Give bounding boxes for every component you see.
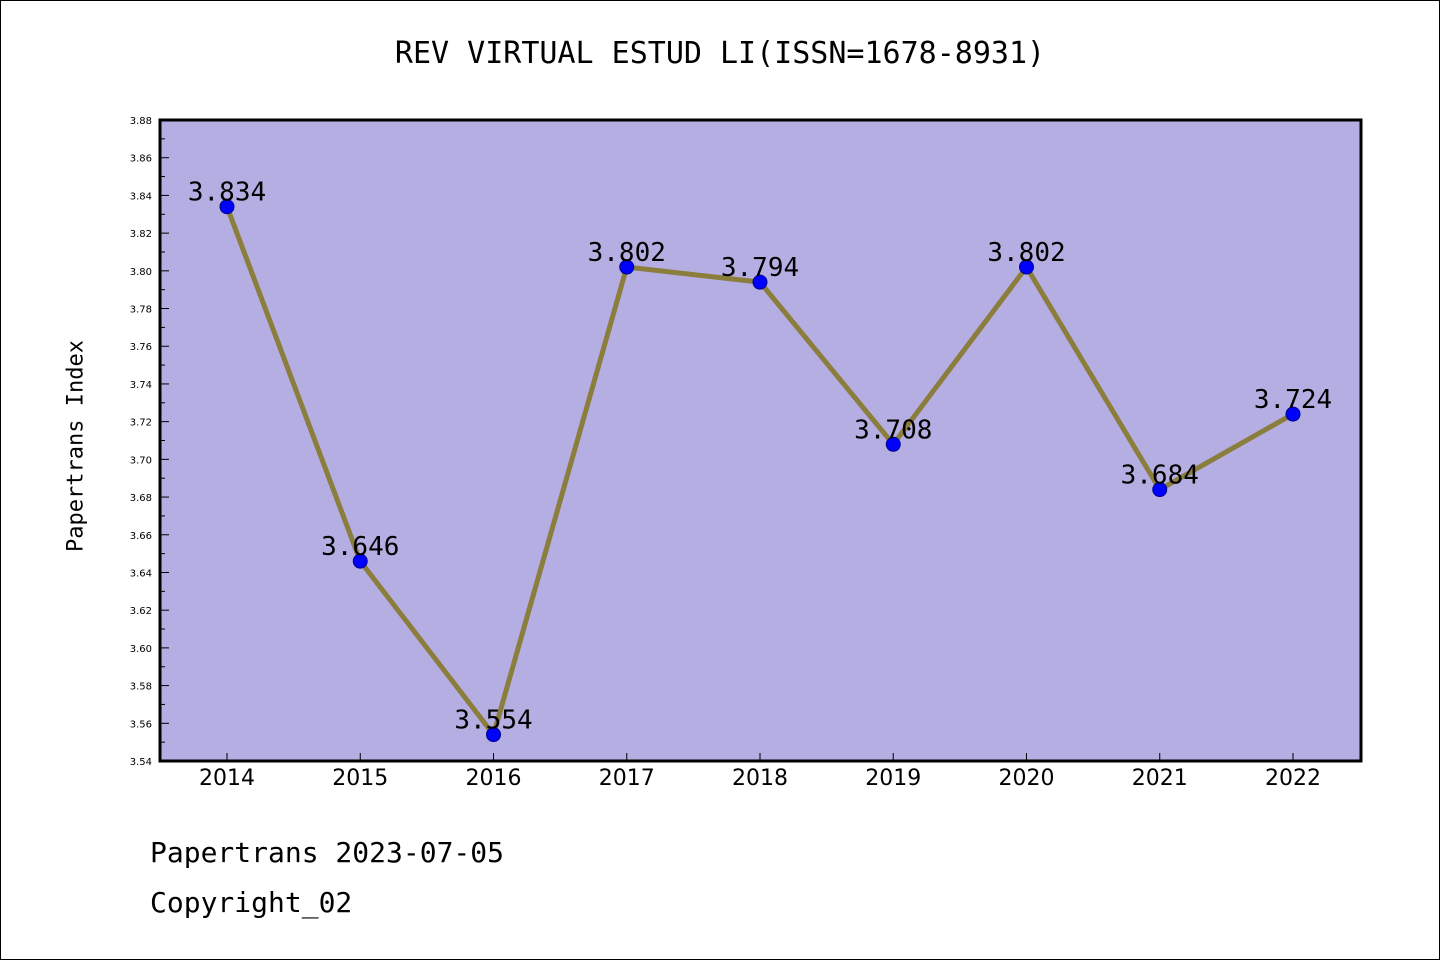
y-tick-label: 3.66: [130, 531, 152, 542]
data-label: 3.724: [1254, 385, 1332, 415]
y-tick-label: 3.54: [130, 757, 152, 768]
y-tick-label: 3.58: [130, 682, 152, 693]
y-tick-label: 3.72: [130, 418, 152, 429]
x-tick-label: 2020: [999, 766, 1055, 791]
data-label: 3.834: [188, 178, 266, 208]
y-tick-label: 3.74: [130, 380, 152, 391]
data-point: [752, 274, 768, 290]
x-tick-label: 2018: [732, 766, 788, 791]
data-point: [885, 436, 901, 452]
data-point: [1152, 482, 1168, 498]
footer-copyright: Copyright_02: [150, 886, 353, 919]
x-tick-label: 2019: [865, 766, 921, 791]
data-point: [352, 553, 368, 569]
data-point: [1019, 259, 1034, 275]
y-tick-label: 3.82: [130, 229, 152, 240]
y-tick-label: 3.80: [130, 267, 152, 278]
data-label: 3.554: [454, 706, 532, 736]
y-tick-label: 3.78: [130, 305, 152, 316]
x-tick-label: 2014: [199, 766, 255, 791]
x-tick-label: 2015: [332, 766, 388, 791]
y-tick-label: 3.60: [130, 644, 152, 655]
y-tick-label: 3.62: [130, 606, 152, 617]
data-label: 3.802: [987, 238, 1065, 268]
chart-title: REV VIRTUAL ESTUD LI(ISSN=1678-8931): [394, 36, 1046, 71]
y-tick-label: 3.70: [130, 455, 152, 466]
footer-date: Papertrans 2023-07-05: [150, 836, 505, 869]
data-point: [1285, 406, 1301, 422]
x-tick-label: 2017: [599, 766, 655, 791]
plot-border: [158, 118, 1363, 763]
data-point: [619, 259, 635, 275]
y-tick-label: 3.56: [130, 719, 152, 730]
data-point: [219, 199, 235, 215]
x-tick-label: 2016: [466, 766, 522, 791]
plot-area: [160, 120, 1361, 761]
data-markers: [219, 199, 1301, 743]
data-label: 3.684: [1121, 461, 1199, 491]
x-tick-label: 2021: [1132, 766, 1188, 791]
x-axis: 2014 2015 2016 2017 2018 2019 2020 2021 2022: [199, 753, 1321, 791]
y-tick-label: 3.76: [130, 342, 152, 353]
x-tick-label: 2022: [1265, 766, 1321, 791]
data-label: 3.794: [721, 253, 799, 283]
data-label: 3.708: [854, 415, 932, 445]
data-label: 3.802: [588, 238, 666, 268]
y-tick-label: 3.84: [130, 191, 152, 202]
y-tick-label: 3.88: [130, 116, 152, 127]
data-point: [486, 727, 501, 743]
data-label: 3.646: [321, 532, 399, 562]
y-tick-label: 3.68: [130, 493, 152, 504]
data-labels: 3.834 3.646 3.554 3.802 3.794 3.708 3.802 3.684…: [188, 178, 1332, 736]
y-tick-label: 3.86: [130, 154, 152, 165]
y-tick-label: 3.64: [130, 568, 152, 579]
